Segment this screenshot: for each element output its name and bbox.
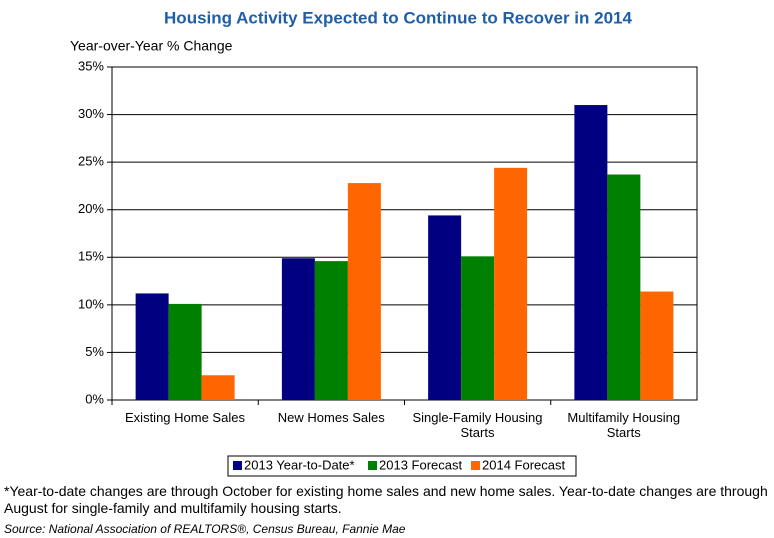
bar [640,291,674,400]
bar [461,256,495,400]
y-tick-label: 35% [78,58,104,73]
legend-label: 2013 Year-to-Date* [244,457,355,472]
x-tick-label: Multifamily Housing Starts [567,410,681,440]
y-axis-label: Year-over-Year % Change [70,38,233,54]
y-tick-label: 15% [78,249,104,264]
legend-label: 2013 Forecast [379,457,462,472]
legend-label: 2014 Forecast [482,457,565,472]
y-tick-label: 0% [85,391,104,406]
x-tick-label: Existing Home Sales [125,410,245,425]
chart-title: Housing Activity Expected to Continue to… [164,8,632,27]
bar [135,293,169,400]
bar [574,105,608,401]
bar [607,174,641,400]
bar [281,258,315,400]
bar [428,215,462,400]
footnote: *Year-to-date changes are through Octobe… [4,483,768,516]
y-tick-label: 25% [78,154,104,169]
y-tick-label: 20% [78,201,104,216]
source: Source: National Association of REALTORS… [4,522,406,536]
bar [494,167,528,400]
y-tick-label: 5% [85,344,104,359]
y-tick-label: 10% [78,296,104,311]
x-tick-label: New Homes Sales [277,410,385,425]
bar [201,375,235,400]
bar [347,183,381,400]
legend-box [227,455,577,477]
y-tick-label: 30% [78,106,104,121]
legend-swatch [368,461,377,470]
legend-swatch [233,461,242,470]
legend-swatch [471,461,480,470]
bar [168,303,202,400]
bar [314,261,348,400]
x-tick-label: Single-Family Housing Starts [412,410,543,440]
